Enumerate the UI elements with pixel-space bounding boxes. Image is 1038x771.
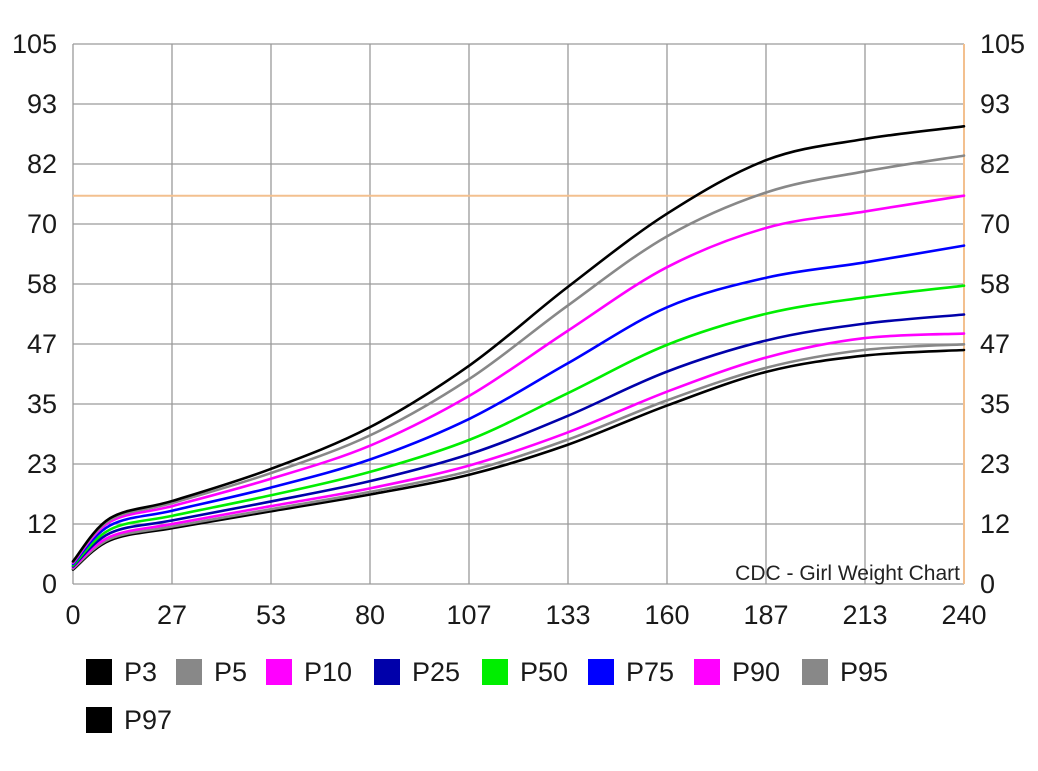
legend-item-p5: P5: [176, 652, 247, 692]
x-tick-label: 27: [157, 600, 187, 630]
y-tick-label-right: 105: [980, 29, 1025, 59]
x-tick-label: 53: [256, 600, 286, 630]
series-line-p50: [71, 284, 966, 567]
legend-label: P5: [214, 656, 248, 687]
legend-item-p50: P50: [482, 652, 568, 692]
legend-swatch: [482, 659, 508, 685]
legend-item-p3: P3: [86, 652, 157, 692]
y-tick-label-left: 93: [27, 89, 57, 119]
legend-item-p95: P95: [802, 652, 888, 692]
y-tick-label-right: 0: [980, 569, 995, 599]
y-tick-label-left: 58: [27, 269, 57, 299]
y-tick-label-right: 47: [980, 329, 1010, 359]
legend-label: P50: [520, 656, 569, 687]
legend-item-p97: P97: [86, 700, 172, 740]
legend-swatch: [176, 659, 202, 685]
series-line-p25: [71, 313, 966, 568]
legend-swatch: [374, 659, 400, 685]
legend-label: P3: [124, 656, 158, 687]
legend-label: P10: [304, 656, 353, 687]
legend-label: P90: [732, 656, 781, 687]
legend-label: P25: [412, 656, 461, 687]
series-line-p3: [71, 348, 966, 571]
legend-swatch: [694, 659, 720, 685]
y-tick-label-right: 12: [980, 509, 1010, 539]
y-tick-label-left: 12: [27, 509, 57, 539]
grid: [72, 43, 965, 585]
series-line-p10: [71, 332, 966, 569]
legend-swatch: [86, 659, 112, 685]
y-tick-label-left: 0: [42, 569, 57, 599]
y-tick-label-left: 70: [27, 209, 57, 239]
series-line-p5: [71, 343, 966, 570]
x-tick-label: 213: [842, 600, 887, 630]
x-tick-label: 80: [355, 600, 385, 630]
y-tick-label-left: 35: [27, 389, 57, 419]
x-tick-label: 133: [545, 600, 590, 630]
y-tick-label-right: 82: [980, 149, 1010, 179]
series-line-p97: [71, 124, 966, 563]
y-tick-label-right: 23: [980, 449, 1010, 479]
legend-item-p75: P75: [588, 652, 674, 692]
chart-caption: CDC - Girl Weight Chart: [735, 562, 960, 585]
y-tick-label-left: 82: [27, 149, 57, 179]
series-line-p95: [71, 154, 966, 564]
legend-label: P97: [124, 704, 173, 735]
x-tick-label: 107: [446, 600, 491, 630]
series-layer: [71, 124, 966, 571]
x-tick-label: 0: [65, 600, 80, 630]
y-tick-label-left: 105: [12, 29, 57, 59]
y-tick-label-right: 58: [980, 269, 1010, 299]
legend-swatch: [588, 659, 614, 685]
x-tick-label: 187: [743, 600, 788, 630]
x-tick-label: 240: [941, 600, 986, 630]
legend-label: P75: [626, 656, 675, 687]
y-tick-label-right: 70: [980, 209, 1010, 239]
legend-item-p90: P90: [694, 652, 780, 692]
legend-swatch: [802, 659, 828, 685]
y-tick-label-right: 35: [980, 389, 1010, 419]
series-line-p90: [71, 194, 966, 565]
legend-item-p10: P10: [266, 652, 352, 692]
y-tick-label-right: 93: [980, 89, 1010, 119]
legend-swatch: [266, 659, 292, 685]
x-tick-label: 160: [644, 600, 689, 630]
legend-swatch: [86, 707, 112, 733]
series-line-p75: [71, 244, 966, 566]
legend-item-p25: P25: [374, 652, 460, 692]
legend-label: P95: [840, 656, 889, 687]
y-tick-label-left: 23: [27, 449, 57, 479]
y-tick-label-left: 47: [27, 329, 57, 359]
